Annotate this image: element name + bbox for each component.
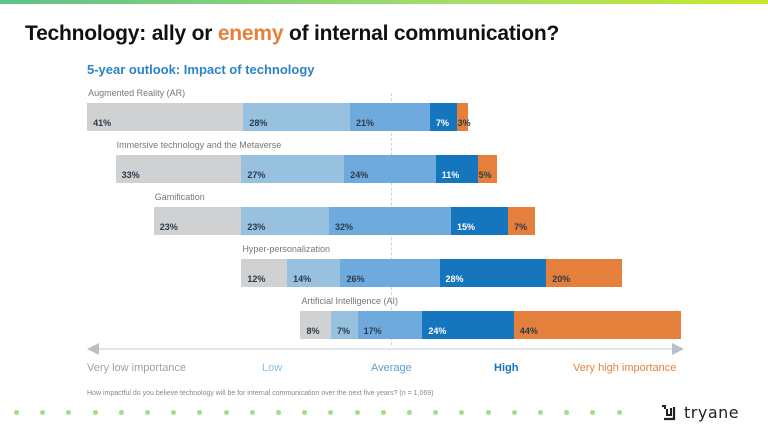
brand-logo: tryane xyxy=(660,403,739,422)
dot xyxy=(92,410,98,415)
bar-segment-high: 7% xyxy=(430,103,457,131)
dot xyxy=(564,410,570,415)
dot xyxy=(118,410,124,415)
data-label: 28% xyxy=(249,118,268,128)
data-label: 28% xyxy=(445,274,464,284)
dot xyxy=(459,410,465,415)
bar-segment-very-high-importance: 3% xyxy=(456,103,471,131)
dot xyxy=(14,410,19,415)
bar-segment-low: 27% xyxy=(241,155,345,183)
data-label: 44% xyxy=(519,326,538,336)
bar-segment-very-low-importance: 33% xyxy=(115,155,242,183)
data-label: 7% xyxy=(336,326,350,336)
data-label: 7% xyxy=(436,118,450,128)
data-label: 3% xyxy=(457,118,471,128)
dot xyxy=(40,410,46,415)
bar-segment-average: 17% xyxy=(357,311,423,339)
bar-segment-high: 24% xyxy=(422,311,514,339)
data-label: 23% xyxy=(247,222,266,232)
data-label: 24% xyxy=(350,170,369,180)
bar-segment-low: 28% xyxy=(243,103,350,131)
data-label: 23% xyxy=(159,222,178,232)
legend-item-very-high-importance: Very high importance xyxy=(573,362,677,374)
data-label: 21% xyxy=(355,118,374,128)
top-gradient-bar xyxy=(0,0,768,4)
dot xyxy=(616,410,622,415)
data-label: 32% xyxy=(335,222,354,232)
tryane-logo-icon xyxy=(662,404,676,420)
dot xyxy=(485,410,491,415)
dot xyxy=(66,410,72,415)
dot xyxy=(223,410,229,415)
title-accent-word: enemy xyxy=(217,22,284,45)
dot xyxy=(511,410,517,415)
logo-text: tryane xyxy=(684,403,740,422)
data-label: 8% xyxy=(306,326,320,336)
bar-segment-low: 23% xyxy=(241,207,330,235)
legend-item-very-low-importance: Very low importance xyxy=(87,362,187,374)
bar-segment-low: 7% xyxy=(330,311,358,339)
bar-segment-very-low-importance: 8% xyxy=(300,311,331,339)
dot xyxy=(590,410,596,415)
dot xyxy=(354,410,360,415)
bar-segment-average: 21% xyxy=(349,103,430,131)
data-label: 11% xyxy=(441,170,460,180)
data-label: 33% xyxy=(121,170,140,180)
dot xyxy=(276,410,281,415)
title-suffix: of internal communication? xyxy=(283,22,560,45)
dot xyxy=(380,410,386,415)
bar-segment-very-low-importance: 23% xyxy=(153,207,242,235)
data-label: 15% xyxy=(456,222,475,232)
data-label: 17% xyxy=(363,326,382,336)
dot xyxy=(249,410,255,415)
slide-title: Technology: ally or enemy of internal co… xyxy=(25,22,559,46)
footnote: How impactful do you believe technology … xyxy=(87,390,434,397)
data-label: 12% xyxy=(247,274,266,284)
data-label: 41% xyxy=(93,118,112,128)
bar-segment-average: 26% xyxy=(340,259,440,287)
dot xyxy=(171,410,177,415)
data-label: 5% xyxy=(478,170,492,180)
category-label: Immersive technology and the Metaverse xyxy=(116,140,282,150)
chart-title: 5-year outlook: Impact of technology xyxy=(87,62,315,77)
dot xyxy=(407,410,412,415)
category-label: Augmented Reality (AR) xyxy=(88,88,186,98)
dot xyxy=(197,410,203,415)
data-label: 20% xyxy=(552,274,571,284)
data-label: 14% xyxy=(293,274,312,284)
bar-segment-high: 11% xyxy=(435,155,478,183)
dot xyxy=(302,410,308,415)
bar-segment-average: 24% xyxy=(344,155,436,183)
bar-segment-very-low-importance: 41% xyxy=(87,103,244,131)
category-label: Artificial Intelligence (AI) xyxy=(301,296,398,306)
category-label: Gamification xyxy=(154,192,205,202)
category-label: Hyper-personalization xyxy=(242,244,330,254)
legend-item-low: Low xyxy=(262,362,283,374)
title-prefix: Technology: ally or xyxy=(25,22,218,45)
bar-segment-high: 15% xyxy=(450,207,509,235)
dot xyxy=(145,410,150,415)
bar-segment-very-high-importance: 5% xyxy=(477,155,497,183)
bar-segment-very-high-importance: 20% xyxy=(546,259,623,287)
bar-segment-very-high-importance: 7% xyxy=(508,207,535,235)
bar-segment-very-high-importance: 44% xyxy=(513,311,682,339)
legend-item-high: High xyxy=(494,362,519,374)
bar-segment-very-low-importance: 12% xyxy=(241,259,288,287)
bar-segment-high: 28% xyxy=(439,259,547,287)
dot xyxy=(538,410,543,415)
legend-item-average: Average xyxy=(371,362,412,374)
data-label: 27% xyxy=(247,170,266,180)
arrow-right-icon xyxy=(672,343,684,355)
dot xyxy=(328,410,334,415)
importance-axis xyxy=(88,348,682,350)
data-label: 7% xyxy=(514,222,528,232)
bar-segment-low: 14% xyxy=(287,259,341,287)
dot xyxy=(433,410,439,415)
arrow-left-icon xyxy=(87,343,99,355)
bar-segment-average: 32% xyxy=(329,207,451,235)
data-label: 26% xyxy=(346,274,365,284)
data-label: 24% xyxy=(428,326,447,336)
